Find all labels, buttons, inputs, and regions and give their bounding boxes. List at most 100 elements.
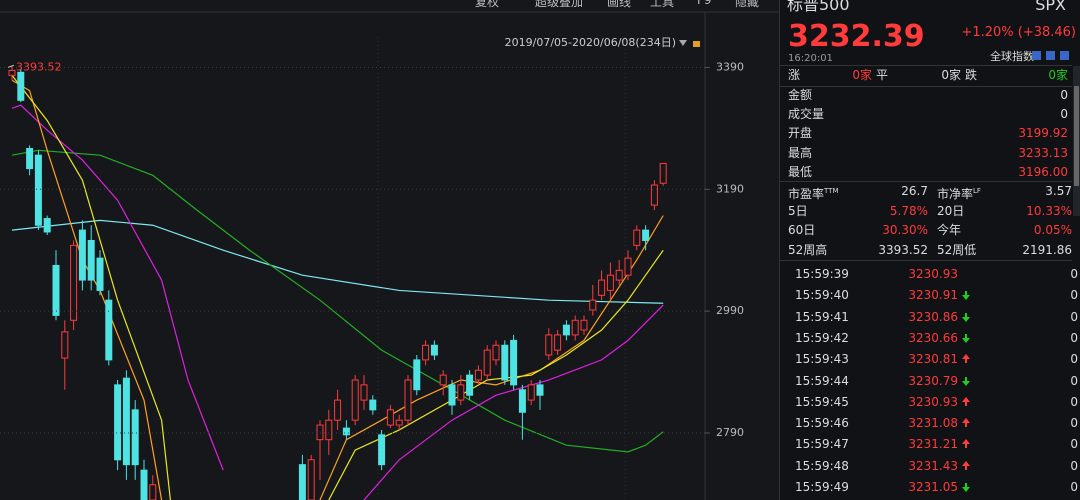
candle-body <box>606 274 614 291</box>
tick-price: 3230.93 <box>908 394 958 409</box>
candle-body <box>122 377 130 466</box>
ratio-label-text: 20日 <box>937 203 965 218</box>
arrow-shaft <box>965 376 967 381</box>
icon-button[interactable] <box>1046 51 1055 60</box>
candle-body <box>624 257 632 276</box>
arrow-head <box>962 295 970 301</box>
tick-price: 3231.08 <box>908 416 958 431</box>
toolbar-button[interactable]: 复权 <box>475 0 500 9</box>
candle-body <box>650 184 658 206</box>
toolbar-button[interactable]: 隐藏 <box>735 0 760 9</box>
candle-body <box>598 279 606 296</box>
tick-volume: 0 <box>1070 458 1078 473</box>
candle-body <box>325 419 333 441</box>
candle-body <box>518 389 526 413</box>
arrow-shaft <box>965 312 967 317</box>
ratio-label-text: 60日 <box>788 223 816 237</box>
scroll-thumb[interactable] <box>1074 86 1079 186</box>
tick-arrow <box>962 291 970 301</box>
icon-button[interactable] <box>1032 51 1041 60</box>
tick-price: 3230.86 <box>908 309 958 324</box>
stat-value: 3199.92 <box>1018 126 1068 141</box>
arrow-shaft <box>965 401 967 406</box>
tick-time: 15:59:49 <box>795 480 849 494</box>
ma-line <box>11 75 171 500</box>
candle-body <box>149 484 157 500</box>
candle-body <box>52 264 60 316</box>
candle-body <box>342 427 350 436</box>
ma-line <box>11 104 224 471</box>
arrow-shaft <box>965 291 967 296</box>
tick-price: 3230.66 <box>908 330 958 345</box>
y-tick-label: 3390 <box>716 60 744 73</box>
candle-body <box>510 339 518 386</box>
tick-arrow <box>962 312 970 322</box>
candle-body <box>633 229 641 246</box>
stat-value: 3196.00 <box>1018 164 1068 179</box>
arrow-shaft <box>965 483 967 487</box>
candle-body <box>351 379 359 421</box>
arrow-shaft <box>965 444 967 449</box>
tick-volume: 0 <box>1070 352 1078 367</box>
candle-body <box>466 374 474 396</box>
separator <box>780 65 1072 66</box>
breadth-label: 跌 <box>965 68 978 82</box>
ratio-value: 10.33% <box>1026 203 1072 218</box>
candle-body <box>298 464 306 500</box>
tick-time: 15:59:48 <box>795 458 849 473</box>
breadth-label: 涨 <box>788 68 801 82</box>
breadth-value: 0家 <box>941 68 961 82</box>
last-price: 3232.39 <box>788 19 925 54</box>
tick-time: 15:59:43 <box>795 352 849 367</box>
high-label: 3393.52 <box>16 60 62 73</box>
toolbar-button[interactable]: 超级叠加 <box>535 0 584 9</box>
toolbar-button[interactable]: F9 <box>697 0 712 7</box>
scrollbar[interactable] <box>1073 66 1080 216</box>
y-tick-label: 2790 <box>716 426 744 439</box>
tick-volume: 0 <box>1070 267 1078 281</box>
tick-arrow <box>962 396 970 406</box>
tick-arrow <box>962 354 970 364</box>
toolbar-button[interactable]: 工具 <box>650 0 675 9</box>
ratio-label: 60日 <box>788 223 815 237</box>
arrow-head <box>962 316 970 322</box>
ratio-label-text: 52周高 <box>788 242 828 257</box>
lock-icon[interactable] <box>693 41 700 47</box>
candle-body <box>386 409 394 426</box>
breadth-label: 平 <box>876 68 889 82</box>
candle-body <box>395 419 403 426</box>
y-tick-label: 3190 <box>716 182 744 195</box>
ratio-label-text: 市净率 <box>937 187 974 201</box>
tick-volume: 0 <box>1070 373 1078 388</box>
tick-time: 15:59:47 <box>795 437 849 452</box>
tick-volume: 0 <box>1070 288 1078 303</box>
arrow-head <box>962 487 970 492</box>
icon-button[interactable] <box>1060 51 1069 60</box>
range-label: 2019/07/05-2020/06/08(234日) <box>505 36 676 49</box>
tick-arrow <box>962 333 970 343</box>
stat-value: 0 <box>1060 88 1068 102</box>
ratio-value: 30.30% <box>882 223 928 237</box>
tick-volume: 0 <box>1070 416 1078 431</box>
arrow-shaft <box>965 465 967 470</box>
range-dropdown[interactable] <box>679 40 687 46</box>
arrow-head <box>962 380 970 386</box>
ratio-value: 26.7 <box>901 184 928 198</box>
candle-body <box>492 344 500 361</box>
candle-body <box>580 319 588 331</box>
arrow-shaft <box>965 423 967 428</box>
tick-arrow <box>962 483 970 492</box>
stat-label: 开盘 <box>788 126 813 141</box>
quote-panel: 标普500 SPX 3232.39 +1.20% (+38.46) 16:20:… <box>780 0 1080 500</box>
toolbar-button[interactable]: 画线 <box>607 0 632 9</box>
candle-body <box>430 344 438 356</box>
tick-time: 15:59:46 <box>795 416 849 431</box>
candle-body <box>369 399 377 411</box>
candle-body <box>96 257 104 291</box>
breadth-value: 0家 <box>852 68 872 82</box>
ratio-label-text: 5日 <box>788 203 808 218</box>
ratio-label: 52周高 <box>788 243 827 257</box>
tick-price: 3231.05 <box>908 480 958 494</box>
ratio-value: 5.78% <box>889 203 928 218</box>
